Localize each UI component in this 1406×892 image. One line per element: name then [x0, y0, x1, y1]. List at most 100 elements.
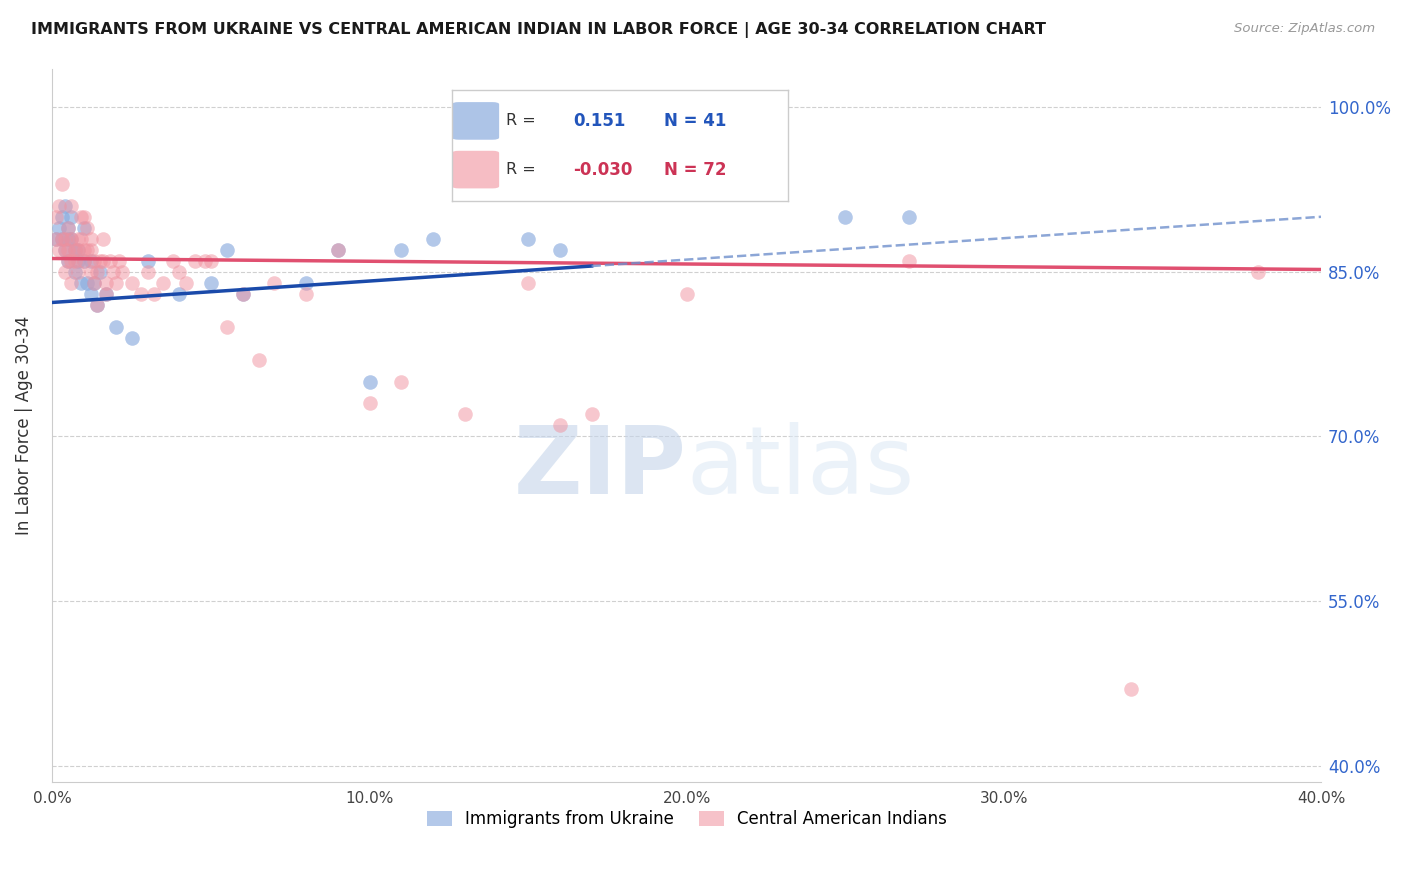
- Point: [83, 276, 105, 290]
- Point: [121, 330, 143, 344]
- Point: [60, 232, 83, 246]
- Point: [70, 232, 93, 246]
- Point: [51, 232, 73, 246]
- Point: [1119, 681, 1142, 696]
- Point: [152, 276, 174, 290]
- Point: [53, 243, 76, 257]
- Point: [389, 375, 412, 389]
- Point: [58, 220, 80, 235]
- Point: [359, 396, 381, 410]
- Point: [200, 253, 222, 268]
- Point: [73, 253, 96, 268]
- Point: [359, 375, 381, 389]
- Point: [79, 265, 101, 279]
- Point: [60, 232, 83, 246]
- Text: atlas: atlas: [686, 422, 915, 515]
- Point: [86, 298, 108, 312]
- Point: [79, 253, 101, 268]
- Point: [63, 243, 86, 257]
- Y-axis label: In Labor Force | Age 30-34: In Labor Force | Age 30-34: [15, 316, 32, 535]
- Point: [91, 253, 114, 268]
- Point: [66, 253, 89, 268]
- Point: [517, 276, 540, 290]
- Point: [76, 276, 98, 290]
- Point: [98, 253, 121, 268]
- Point: [76, 220, 98, 235]
- Point: [58, 253, 80, 268]
- Point: [581, 408, 603, 422]
- Point: [232, 286, 254, 301]
- Point: [517, 232, 540, 246]
- Point: [58, 253, 80, 268]
- Point: [295, 286, 318, 301]
- Point: [48, 220, 70, 235]
- Point: [70, 210, 93, 224]
- Point: [60, 199, 83, 213]
- Point: [70, 276, 93, 290]
- Point: [45, 210, 67, 224]
- Point: [63, 243, 86, 257]
- Point: [51, 232, 73, 246]
- Point: [174, 276, 197, 290]
- Point: [129, 286, 152, 301]
- Point: [184, 253, 207, 268]
- Point: [96, 286, 118, 301]
- Point: [60, 276, 83, 290]
- Text: ZIP: ZIP: [513, 422, 686, 515]
- Text: IMMIGRANTS FROM UKRAINE VS CENTRAL AMERICAN INDIAN IN LABOR FORCE | AGE 30-34 CO: IMMIGRANTS FROM UKRAINE VS CENTRAL AMERI…: [31, 22, 1046, 38]
- Text: Source: ZipAtlas.com: Source: ZipAtlas.com: [1234, 22, 1375, 36]
- Point: [60, 210, 83, 224]
- Point: [63, 253, 86, 268]
- Point: [79, 232, 101, 246]
- Legend: Immigrants from Ukraine, Central American Indians: Immigrants from Ukraine, Central America…: [420, 804, 953, 835]
- Point: [66, 232, 89, 246]
- Point: [73, 220, 96, 235]
- Point: [548, 243, 571, 257]
- Point: [247, 352, 270, 367]
- Point: [63, 265, 86, 279]
- Point: [86, 265, 108, 279]
- Point: [194, 253, 217, 268]
- Point: [53, 199, 76, 213]
- Point: [263, 276, 285, 290]
- Point: [96, 286, 118, 301]
- Point: [295, 276, 318, 290]
- Point: [53, 232, 76, 246]
- Point: [136, 253, 159, 268]
- Point: [51, 177, 73, 191]
- Point: [897, 253, 920, 268]
- Point: [232, 286, 254, 301]
- Point: [169, 286, 191, 301]
- Point: [897, 210, 920, 224]
- Point: [48, 199, 70, 213]
- Point: [215, 243, 238, 257]
- Point: [66, 243, 89, 257]
- Point: [83, 253, 105, 268]
- Point: [91, 232, 114, 246]
- Point: [58, 243, 80, 257]
- Point: [121, 276, 143, 290]
- Point: [104, 276, 127, 290]
- Point: [58, 232, 80, 246]
- Point: [162, 253, 184, 268]
- Point: [108, 253, 131, 268]
- Point: [548, 418, 571, 433]
- Point: [79, 243, 101, 257]
- Point: [422, 232, 444, 246]
- Point: [215, 319, 238, 334]
- Point: [389, 243, 412, 257]
- Point: [142, 286, 165, 301]
- Point: [76, 243, 98, 257]
- Point: [89, 265, 111, 279]
- Point: [104, 319, 127, 334]
- Point: [66, 243, 89, 257]
- Point: [73, 253, 96, 268]
- Point: [83, 276, 105, 290]
- Point: [326, 243, 349, 257]
- Point: [169, 265, 191, 279]
- Point: [89, 253, 111, 268]
- Point: [96, 276, 118, 290]
- Point: [454, 408, 477, 422]
- Point: [73, 243, 96, 257]
- Point: [45, 232, 67, 246]
